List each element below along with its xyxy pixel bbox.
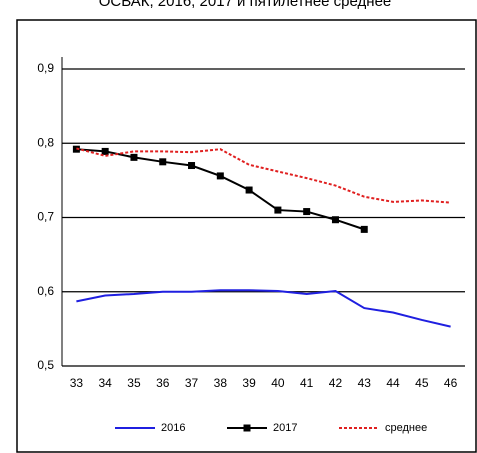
- legend-label: среднее: [385, 422, 427, 434]
- x-tick-label: 34: [98, 376, 112, 390]
- y-tick-label: 0,9: [37, 61, 54, 75]
- frame: [16, 19, 477, 453]
- x-tick-label: 37: [185, 376, 199, 390]
- legend-marker: [243, 424, 251, 432]
- y-tick-label: 0,5: [37, 358, 54, 372]
- x-tick-label: 40: [271, 376, 285, 390]
- point-marker: [216, 172, 224, 180]
- y-tick-label: 0,7: [37, 210, 54, 224]
- point-marker: [188, 162, 196, 170]
- x-tick-label: 38: [214, 376, 228, 390]
- series-line: [76, 289, 451, 328]
- point-marker: [130, 153, 138, 161]
- y-tick-label: 0,6: [37, 284, 54, 298]
- legend-label: 2017: [273, 422, 297, 434]
- x-tick-label: 44: [386, 376, 400, 390]
- chart-title: ОСВАК, 2016, 2017 и пятилетнее среднее: [99, 0, 392, 10]
- y-tick-label: 0,8: [37, 135, 54, 149]
- legend-label: 2016: [161, 422, 185, 434]
- point-marker: [360, 225, 368, 233]
- x-tick-label: 41: [300, 376, 314, 390]
- x-tick-label: 36: [156, 376, 170, 390]
- x-tick-label: 39: [242, 376, 256, 390]
- point-marker: [159, 158, 167, 166]
- point-marker: [331, 216, 339, 224]
- point-marker: [303, 208, 311, 216]
- x-tick-label: 45: [415, 376, 429, 390]
- x-tick-label: 43: [358, 376, 372, 390]
- x-tick-label: 46: [444, 376, 458, 390]
- point-marker: [245, 186, 253, 194]
- point-marker: [274, 206, 282, 214]
- x-tick-label: 35: [127, 376, 141, 390]
- point-marker: [101, 147, 109, 155]
- series-line: [76, 147, 451, 204]
- x-tick-label: 33: [70, 376, 84, 390]
- x-tick-label: 42: [329, 376, 343, 390]
